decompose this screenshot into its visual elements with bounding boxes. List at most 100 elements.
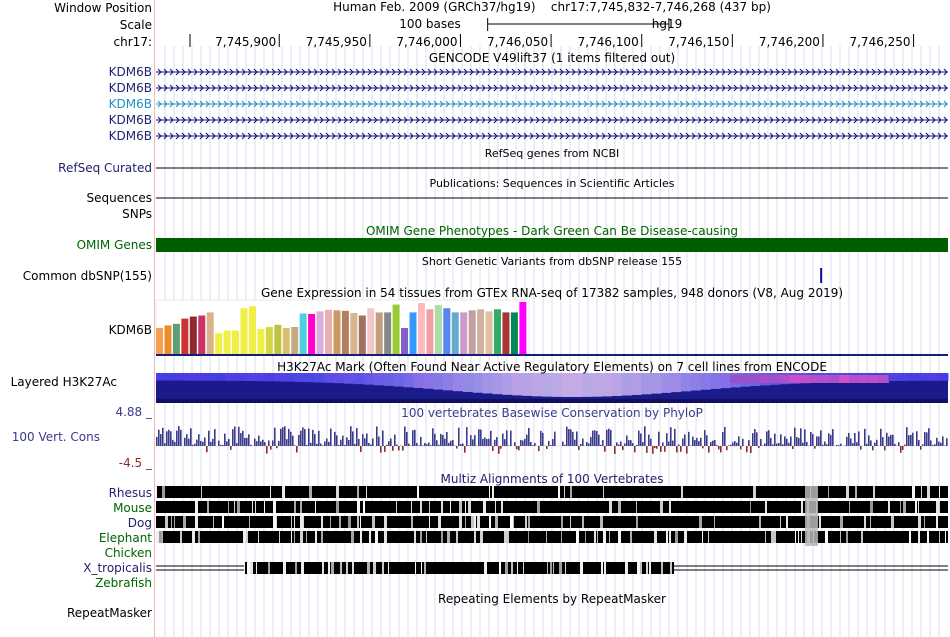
multiz-row-gap — [414, 531, 416, 543]
gtex-bar — [510, 312, 518, 354]
cons-bar — [320, 443, 322, 446]
cons-bar — [278, 440, 280, 446]
h3k27ac-layer — [928, 373, 939, 381]
track-label-dog[interactable]: Dog — [127, 516, 152, 530]
cons-bar — [434, 433, 436, 446]
track-label-gtex[interactable]: KDM6B — [108, 323, 152, 337]
track-label-kdm6b-5[interactable]: KDM6B — [108, 129, 152, 143]
ruler-tick-label: 7,746,200 — [759, 35, 820, 49]
track-label-kdm6b-4[interactable]: KDM6B — [108, 113, 152, 127]
h3k27ac-layer — [284, 373, 296, 382]
multiz-row-gap — [159, 531, 162, 543]
cons-bar — [236, 443, 238, 446]
cons-bar — [336, 435, 338, 446]
cons-bar — [350, 426, 352, 446]
cons-bar — [352, 431, 354, 446]
multiz-row-gap — [456, 531, 458, 543]
cons-bar-negative — [230, 446, 232, 450]
cons-bar — [162, 427, 164, 446]
cons-bar — [688, 431, 690, 446]
track-label-xtropicalis[interactable]: X_tropicalis — [83, 561, 152, 575]
multiz-row-gap — [603, 531, 606, 543]
multiz-row-gap — [912, 486, 915, 498]
multiz-row-gap — [495, 516, 498, 528]
cons-title: 100 vertebrates Basewise Conservation by… — [401, 406, 703, 420]
cons-bar — [442, 434, 444, 446]
cons-bar — [506, 430, 508, 446]
scale-text: 100 bases — [399, 17, 461, 31]
gtex-bar — [367, 308, 375, 354]
cons-bar — [852, 443, 854, 446]
cons-bar — [294, 445, 296, 446]
cons-bar — [754, 429, 756, 446]
track-label-elephant[interactable]: Elephant — [98, 531, 152, 545]
cons-bar-negative — [622, 446, 624, 451]
multiz-row-gap — [279, 531, 280, 543]
cons-bar — [234, 426, 236, 446]
track-label-sequences[interactable]: Sequences — [86, 191, 152, 205]
multiz-row-gap — [918, 531, 920, 543]
track-label-zebrafish[interactable]: Zebrafish — [95, 576, 152, 590]
track-label-repeatmasker[interactable]: RepeatMasker — [66, 606, 152, 620]
h3k27ac-layer — [453, 373, 464, 392]
track-label-omim[interactable]: OMIM Genes — [76, 238, 152, 252]
h3k27ac-layer — [334, 373, 345, 384]
cons-bar-negative — [516, 446, 518, 450]
track-label-cons[interactable]: 100 Vert. Cons — [11, 430, 100, 444]
cons-bar — [786, 438, 788, 446]
multiz-row-gap — [447, 531, 450, 543]
cons-bar — [262, 439, 264, 446]
cons-bar — [284, 426, 286, 446]
multiz-row-gap — [505, 562, 508, 574]
track-label-snps[interactable]: SNPs — [122, 207, 152, 221]
cons-bar — [636, 444, 638, 446]
multiz-row-block — [244, 562, 674, 574]
cons-bar — [628, 440, 630, 446]
gtex-bar — [164, 325, 172, 354]
cons-bar-negative — [718, 446, 720, 450]
h3k27ac-layer — [561, 373, 573, 397]
cons-bar — [908, 435, 910, 446]
gencode-title: GENCODE V49lift37 (1 items filtered out) — [428, 51, 676, 65]
cons-bar — [880, 428, 882, 446]
cons-bar — [650, 438, 652, 446]
cons-bar — [184, 437, 186, 446]
cons-bar — [890, 434, 892, 446]
track-label-rhesus[interactable]: Rhesus — [108, 486, 152, 500]
cons-bar — [250, 444, 252, 446]
track-label-kdm6b-1[interactable]: KDM6B — [108, 65, 152, 79]
multiz-row-gap — [171, 516, 172, 528]
cons-bar — [256, 441, 258, 446]
multiz-row-gap — [523, 562, 524, 574]
cons-bar — [358, 438, 360, 446]
cons-bar-negative — [680, 446, 682, 452]
cons-bar — [944, 445, 946, 446]
multiz-row-gap — [795, 531, 796, 543]
multiz-row-gap — [340, 562, 342, 574]
multiz-row-gap — [501, 501, 503, 513]
track-label-kdm6b-2[interactable]: KDM6B — [108, 81, 152, 95]
track-label-kdm6b-3[interactable]: KDM6B — [108, 97, 152, 111]
ruler-tick-label: 7,745,950 — [306, 35, 367, 49]
track-label-dbsnp[interactable]: Common dbSNP(155) — [22, 269, 152, 283]
multiz-row-gap — [649, 562, 651, 574]
h3k27ac-layer — [324, 373, 335, 383]
multiz-row-gap — [840, 516, 843, 528]
track-labels: Window Position Scale chr17: KDM6B KDM6B… — [0, 0, 154, 637]
track-label-h3k27ac[interactable]: Layered H3K27Ac — [10, 375, 117, 389]
cons-bar — [820, 430, 822, 446]
ruler-tick-label: 7,746,050 — [487, 35, 548, 49]
track-label-refseq[interactable]: RefSeq Curated — [58, 161, 152, 175]
cons-bar — [848, 432, 850, 446]
cons-bar — [228, 439, 230, 446]
track-label-mouse[interactable]: Mouse — [113, 501, 152, 515]
gencode-chevrons — [157, 116, 948, 124]
multiz-row-gap — [300, 531, 303, 543]
multiz-row-gap — [924, 516, 925, 528]
h3k27ac-layer-magenta — [779, 375, 791, 383]
multiz-row-gap — [550, 562, 552, 574]
multiz-row-gap — [915, 501, 917, 513]
track-label-chicken[interactable]: Chicken — [104, 546, 152, 560]
gtex-bar — [189, 316, 197, 354]
